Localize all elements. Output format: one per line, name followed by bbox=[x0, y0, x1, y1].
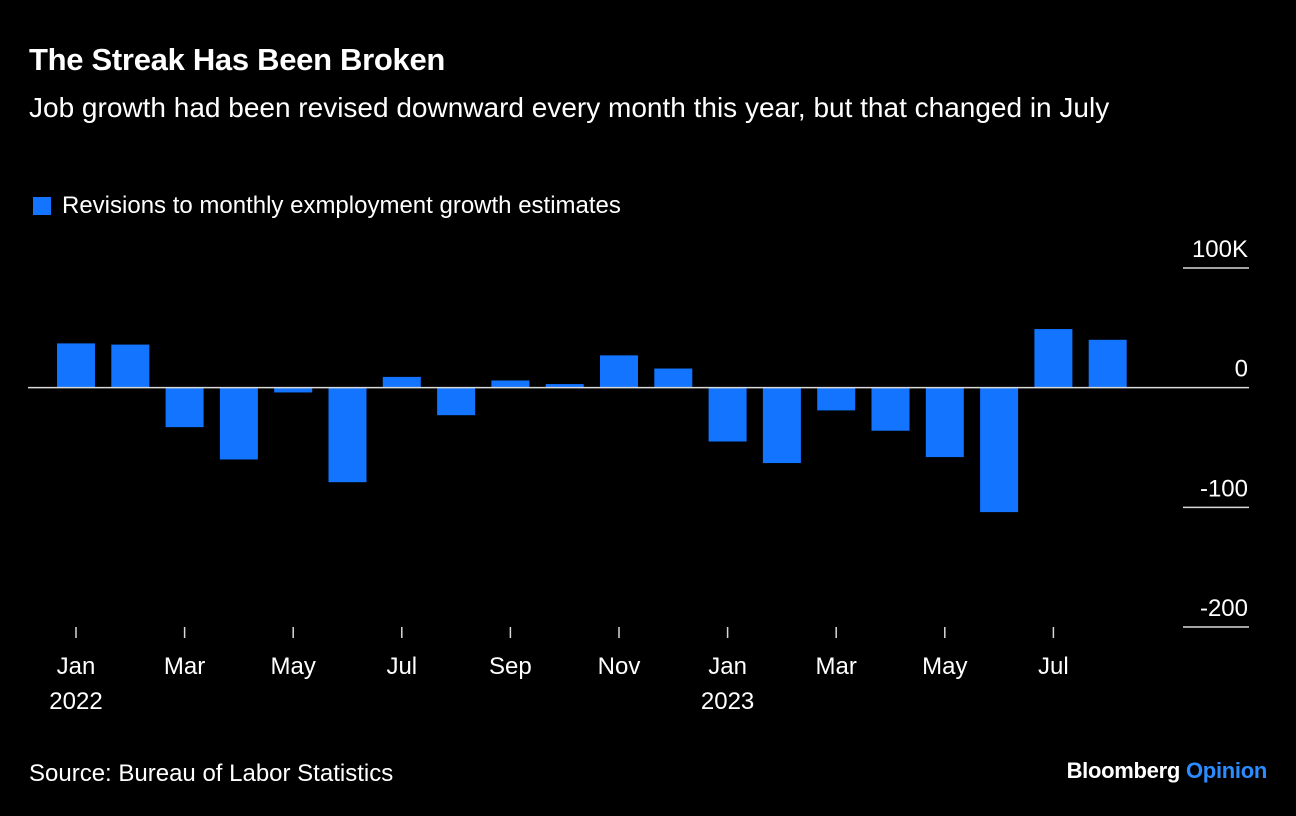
x-tick-year-label: 2023 bbox=[701, 688, 754, 715]
y-tick-label: 0 bbox=[1235, 356, 1248, 383]
bar bbox=[817, 387, 856, 411]
x-tick-label: Sep bbox=[489, 653, 532, 680]
x-tick-label: Jul bbox=[386, 653, 417, 680]
bar bbox=[762, 387, 801, 464]
bar bbox=[165, 387, 204, 428]
x-axis: Jan 2022 Mar May Jul Sep Nov Jan 2023 Mar May Jul bbox=[49, 627, 1069, 715]
brand-secondary: Opinion bbox=[1186, 758, 1267, 783]
bar bbox=[545, 384, 584, 388]
bar bbox=[871, 387, 910, 431]
bar bbox=[57, 343, 95, 388]
bar bbox=[328, 387, 367, 483]
bar bbox=[600, 355, 638, 388]
gridlines bbox=[1183, 267, 1249, 628]
y-tick-label: -100 bbox=[1200, 475, 1248, 502]
chart-subtitle: Job growth had been revised downward eve… bbox=[29, 92, 1110, 123]
bar bbox=[1088, 339, 1127, 388]
bar bbox=[980, 387, 1019, 513]
bar bbox=[925, 387, 964, 458]
bar bbox=[219, 387, 258, 460]
bar bbox=[1034, 329, 1073, 388]
source-note: Source: Bureau of Labor Statistics bbox=[29, 760, 394, 787]
legend: Revisions to monthly exmployment growth … bbox=[33, 192, 621, 220]
x-tick-label: Jan bbox=[57, 653, 96, 680]
y-axis: 100K 0 -100 -200 bbox=[1192, 236, 1248, 622]
x-tick-label: Jul bbox=[1038, 653, 1069, 680]
x-tick-label: Jan bbox=[708, 653, 747, 680]
bars bbox=[57, 329, 1127, 513]
legend-swatch bbox=[33, 197, 51, 215]
bar bbox=[111, 344, 150, 388]
bar bbox=[382, 376, 421, 388]
chart-title: The Streak Has Been Broken bbox=[29, 42, 446, 77]
brand-logo: Bloomberg Opinion bbox=[1066, 758, 1268, 784]
brand-primary: Bloomberg bbox=[1066, 758, 1181, 783]
legend-label: Revisions to monthly exmployment growth … bbox=[62, 192, 621, 219]
x-tick-label: May bbox=[922, 653, 967, 680]
x-tick-label: May bbox=[271, 653, 316, 680]
bar bbox=[708, 387, 747, 442]
bar bbox=[274, 387, 313, 393]
bar bbox=[654, 368, 693, 388]
x-tick-year-label: 2022 bbox=[49, 688, 102, 715]
bar bbox=[491, 380, 530, 388]
y-tick-label: -200 bbox=[1200, 595, 1248, 622]
y-tick-label: 100K bbox=[1192, 236, 1248, 263]
x-tick-label: Mar bbox=[164, 653, 205, 680]
x-tick-label: Nov bbox=[598, 653, 641, 680]
x-tick-label: Mar bbox=[816, 653, 857, 680]
bar bbox=[437, 387, 476, 416]
